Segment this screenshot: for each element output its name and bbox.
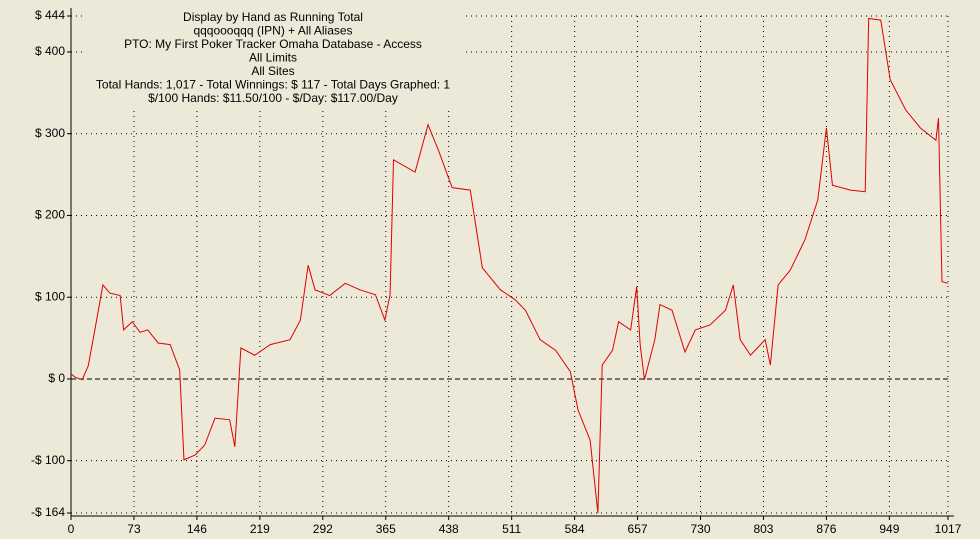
header-line: Display by Hand as Running Total	[183, 10, 363, 24]
data-line	[70, 17, 949, 514]
x-tick-label: 803	[753, 522, 773, 536]
x-tick-label: 949	[879, 522, 899, 536]
x-tick-label: 584	[565, 522, 585, 536]
header-line: $/100 Hands: $11.50/100 - $/Day: $117.00…	[148, 91, 398, 105]
header-line: PTO: My First Poker Tracker Omaha Databa…	[124, 37, 422, 51]
x-tick-label: 365	[376, 522, 396, 536]
x-tick-label: 1017	[935, 522, 962, 536]
x-tick-label: 438	[439, 522, 459, 536]
header-line: All Limits	[249, 51, 297, 65]
x-tick-label: 876	[816, 522, 836, 536]
x-tick-label: 146	[187, 522, 207, 536]
header-background	[82, 6, 464, 110]
x-tick-label: 219	[250, 522, 270, 536]
y-tick-label: $ 444	[35, 8, 65, 22]
y-tick-label: -$ 100	[31, 453, 65, 467]
y-tick-label: $ 100	[35, 289, 65, 303]
y-tick-label: $ 400	[35, 44, 65, 58]
x-tick-label: 0	[68, 522, 75, 536]
header-line: qqqoooqqq (IPN) + All Aliases	[193, 24, 352, 38]
header-line: All Sites	[251, 64, 294, 78]
x-tick-label: 292	[313, 522, 333, 536]
y-tick-label: -$ 164	[31, 505, 65, 519]
header-line: Total Hands: 1,017 - Total Winnings: $ 1…	[96, 78, 451, 92]
x-tick-label: 730	[690, 522, 710, 536]
y-tick-label: $ 200	[35, 208, 65, 222]
x-tick-label: 73	[127, 522, 141, 536]
y-tick-label: $ 300	[35, 126, 65, 140]
x-tick-label: 657	[628, 522, 648, 536]
x-tick-label: 511	[502, 522, 521, 536]
y-tick-label: $ 0	[48, 371, 65, 385]
